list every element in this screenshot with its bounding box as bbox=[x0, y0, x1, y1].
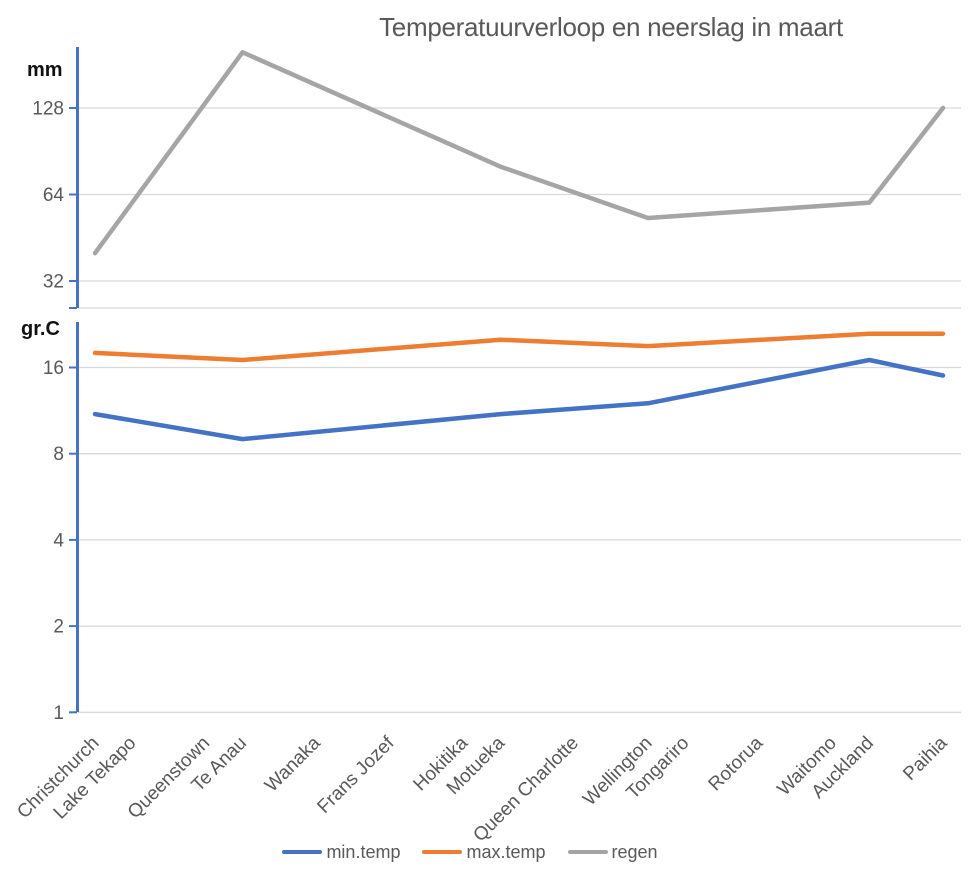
y-tick-label: 32 bbox=[43, 272, 64, 293]
series-line-min.temp bbox=[92, 357, 946, 442]
y-tick-label: 8 bbox=[53, 444, 64, 465]
legend-item-regen: regen bbox=[567, 842, 658, 862]
legend-swatch-min-temp bbox=[282, 849, 323, 855]
legend-swatch-regen bbox=[567, 849, 608, 855]
y-tick-label: 64 bbox=[43, 185, 65, 206]
series-line-max.temp bbox=[92, 331, 946, 363]
y-tick-label: 1 bbox=[53, 703, 64, 724]
y-tick-labels: 128 64 32 16 8 4 2 1 bbox=[32, 99, 64, 724]
x-label-frans-jozef: Frans Jozef bbox=[313, 732, 399, 818]
series-lines bbox=[92, 50, 946, 442]
legend-item-min-temp: min.temp bbox=[282, 842, 400, 862]
legend-label: regen bbox=[611, 842, 658, 862]
chart-title: Temperatuurverloop en neerslag in maart bbox=[379, 12, 843, 42]
bottom-axis-unit-label: gr.C bbox=[21, 318, 60, 340]
top-axis-unit-label: mm bbox=[27, 59, 63, 81]
y-tick-label: 4 bbox=[53, 530, 64, 551]
x-label-paihia: Paihia bbox=[899, 732, 952, 785]
y-axes bbox=[69, 47, 79, 714]
legend-label: max.temp bbox=[466, 842, 546, 862]
legend-label: min.temp bbox=[326, 842, 401, 862]
y-tick-label: 128 bbox=[32, 99, 64, 120]
y-tick-label: 16 bbox=[43, 358, 64, 379]
x-label-rotorua: Rotorua bbox=[705, 732, 768, 795]
x-label-wanaka: Wanaka bbox=[261, 732, 325, 796]
y-tick-label: 2 bbox=[53, 617, 64, 638]
legend-item-max-temp: max.temp bbox=[422, 842, 546, 862]
gridlines bbox=[78, 107, 961, 713]
legend-swatch-max-temp bbox=[422, 849, 463, 855]
series-line-regen bbox=[92, 50, 946, 256]
legend: min.temp max.temp regen bbox=[0, 842, 956, 862]
